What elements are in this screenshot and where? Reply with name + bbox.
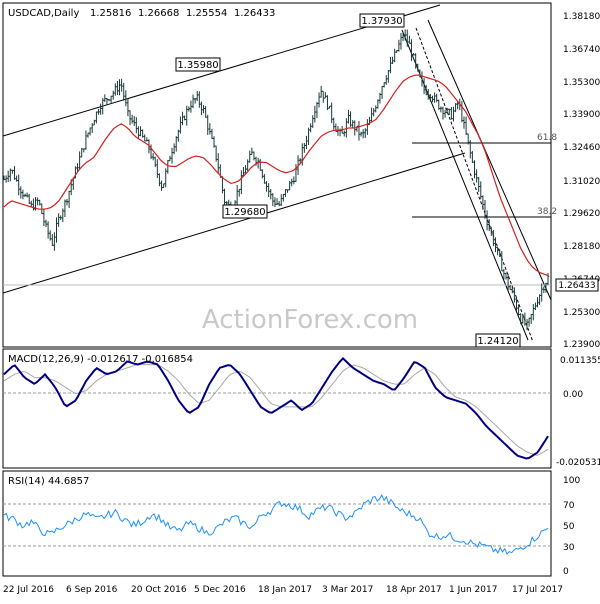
fib-38-2-label: 38.2 xyxy=(537,207,557,217)
annotation-1-35980: 1.35980 xyxy=(175,57,221,72)
macd-y-tick: 0.00 xyxy=(563,390,583,400)
x-tick-label: 18 Apr 2017 xyxy=(386,585,442,595)
rsi-line xyxy=(3,494,549,555)
price-y-tick: 1.38180 xyxy=(563,12,600,22)
moving-average-line xyxy=(3,74,549,277)
price-title: USDCAD,Daily xyxy=(8,8,79,19)
rsi-title: RSI(14) 44.6857 xyxy=(8,476,89,487)
downtrend-line-upper xyxy=(427,19,552,301)
annotation-label: 1.24120 xyxy=(477,336,518,347)
annotation-1-24120: 1.24120 xyxy=(475,333,521,348)
price-ohlc-open: 1.25816 xyxy=(90,8,131,19)
price-ohlc-low: 1.25554 xyxy=(186,8,227,19)
rsi-panel-frame xyxy=(2,470,552,577)
lower-channel-line xyxy=(2,152,466,294)
annotation-label: 1.29680 xyxy=(224,207,265,218)
price-y-tick: 1.35300 xyxy=(563,78,600,88)
price-y-tick: 1.31020 xyxy=(563,177,600,187)
rsi-y-tick: 70 xyxy=(563,501,575,511)
x-tick-label: 6 Sep 2016 xyxy=(66,585,118,595)
price-y-tick: 1.28180 xyxy=(563,242,600,252)
price-y-tick: 1.25300 xyxy=(563,308,600,318)
rsi-panel: RSI(14) 44.6857 100 70 50 30 0 xyxy=(2,470,580,577)
macd-line xyxy=(3,356,549,460)
price-bars xyxy=(2,29,550,331)
annotation-label: 1.37930 xyxy=(361,16,402,27)
price-y-tick: 1.32460 xyxy=(563,143,600,153)
x-tick-label: 1 Jun 2017 xyxy=(449,585,497,595)
rsi-y-tick: 100 xyxy=(563,476,580,486)
current-price-box: 1.26433 xyxy=(555,278,599,292)
price-y-tick: 1.33900 xyxy=(563,110,600,120)
price-y-tick: 1.29620 xyxy=(563,209,600,219)
price-panel-frame xyxy=(2,2,552,348)
rsi-y-tick: 50 xyxy=(563,522,575,532)
annotation-label: 1.35980 xyxy=(177,60,218,71)
price-y-tick: 1.23900 xyxy=(563,340,600,350)
macd-panel: MACD(12,26,9) -0.012617 -0.016854 0.0113… xyxy=(2,348,600,469)
rsi-y-tick: 30 xyxy=(563,543,575,553)
x-tick-label: 20 Oct 2016 xyxy=(131,585,187,595)
price-ohlc-close: 1.26433 xyxy=(234,8,275,19)
rsi-y-tick: 0 xyxy=(563,567,569,577)
x-axis: 22 Jul 2016 6 Sep 2016 20 Oct 2016 5 Dec… xyxy=(3,585,563,595)
x-tick-label: 22 Jul 2016 xyxy=(3,585,54,595)
x-tick-label: 3 Mar 2017 xyxy=(322,585,373,595)
annotation-1-37930: 1.37930 xyxy=(359,13,405,28)
price-y-tick: 1.36740 xyxy=(563,45,600,55)
price-panel: USDCAD,Daily 1.25816 1.26668 1.25554 1.2… xyxy=(2,2,600,350)
fib-61-8-label: 61.8 xyxy=(537,133,557,143)
macd-signal-line xyxy=(3,364,549,456)
x-tick-label: 5 Dec 2016 xyxy=(194,585,246,595)
current-price-label: 1.26433 xyxy=(558,281,595,291)
price-ohlc-high: 1.26668 xyxy=(138,8,179,19)
annotation-1-29680: 1.29680 xyxy=(222,204,268,219)
macd-y-tick: 0.011355 xyxy=(560,356,600,366)
macd-panel-frame xyxy=(2,348,552,469)
x-tick-label: 17 Jul 2017 xyxy=(512,585,563,595)
x-tick-label: 18 Jan 2017 xyxy=(258,585,312,595)
watermark: ActionForex.com xyxy=(202,305,418,335)
macd-y-tick: -0.020531 xyxy=(556,458,600,468)
macd-title: MACD(12,26,9) -0.012617 -0.016854 xyxy=(8,354,193,365)
